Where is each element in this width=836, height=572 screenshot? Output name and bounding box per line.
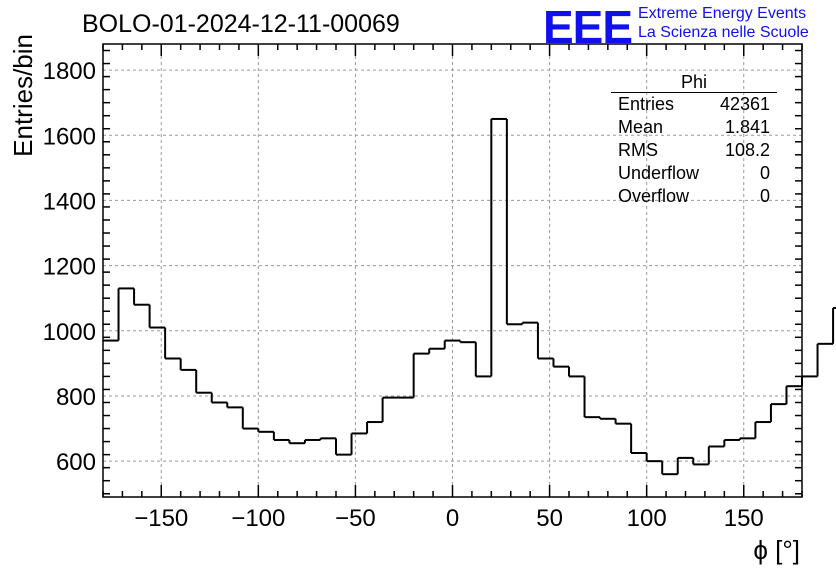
stats-label: RMS xyxy=(618,140,658,160)
logo-caption-line1: Extreme Energy Events xyxy=(638,5,807,22)
stats-row-mean: Mean 1.841 xyxy=(611,116,777,139)
y-tick-label: 600 xyxy=(56,449,96,476)
y-tick-label: 1600 xyxy=(43,123,96,150)
stats-label: Entries xyxy=(618,94,675,114)
stats-value: 1.841 xyxy=(724,117,770,137)
stats-row-underflow: Underflow 0 xyxy=(611,162,777,185)
y-axis-label: Entries/bin xyxy=(8,34,38,157)
x-tick-label: −50 xyxy=(335,505,376,532)
y-tick-label: 1400 xyxy=(43,188,96,215)
stats-row-overflow: Overflow 0 xyxy=(611,185,777,208)
x-tick-label: −100 xyxy=(231,505,285,532)
y-tick-label: 1200 xyxy=(43,254,96,281)
x-tick-label: −150 xyxy=(134,505,188,532)
stats-row-entries: Entries 42361 xyxy=(611,93,777,116)
histogram-series xyxy=(103,117,836,476)
stats-label: Underflow xyxy=(618,163,700,183)
y-axis-ticks: 600 800 1000 1200 1400 1600 1800 xyxy=(43,49,802,495)
x-tick-label: 0 xyxy=(446,505,459,532)
y-tick-label: 1800 xyxy=(43,58,96,85)
stats-box: Phi Entries 42361 Mean 1.841 RMS 108.2 U… xyxy=(611,72,777,208)
eee-logo: EEE xyxy=(543,1,633,53)
stats-title: Phi xyxy=(611,72,777,93)
stats-label: Overflow xyxy=(618,186,690,206)
y-tick-label: 800 xyxy=(56,384,96,411)
stats-label: Mean xyxy=(618,117,664,137)
stats-value: 0 xyxy=(759,186,770,206)
x-tick-label: 50 xyxy=(536,505,563,532)
stats-value: 42361 xyxy=(719,94,770,114)
x-tick-label: 150 xyxy=(724,505,764,532)
stats-value: 0 xyxy=(759,163,770,183)
stats-row-rms: RMS 108.2 xyxy=(611,139,777,162)
x-axis-label: ϕ [°] xyxy=(753,535,800,565)
x-axis-ticks: −150 −100 −50 0 50 100 150 xyxy=(102,44,803,532)
chart-title: BOLO-01-2024-12-11-00069 xyxy=(82,10,400,38)
logo-caption: Extreme Energy Events La Scienza nelle S… xyxy=(638,4,809,42)
logo-caption-line2: La Scienza nelle Scuole xyxy=(638,24,809,41)
grid-lines xyxy=(103,44,802,497)
stats-value: 108.2 xyxy=(724,140,770,160)
y-tick-label: 1000 xyxy=(43,319,96,346)
x-tick-label: 100 xyxy=(627,505,667,532)
